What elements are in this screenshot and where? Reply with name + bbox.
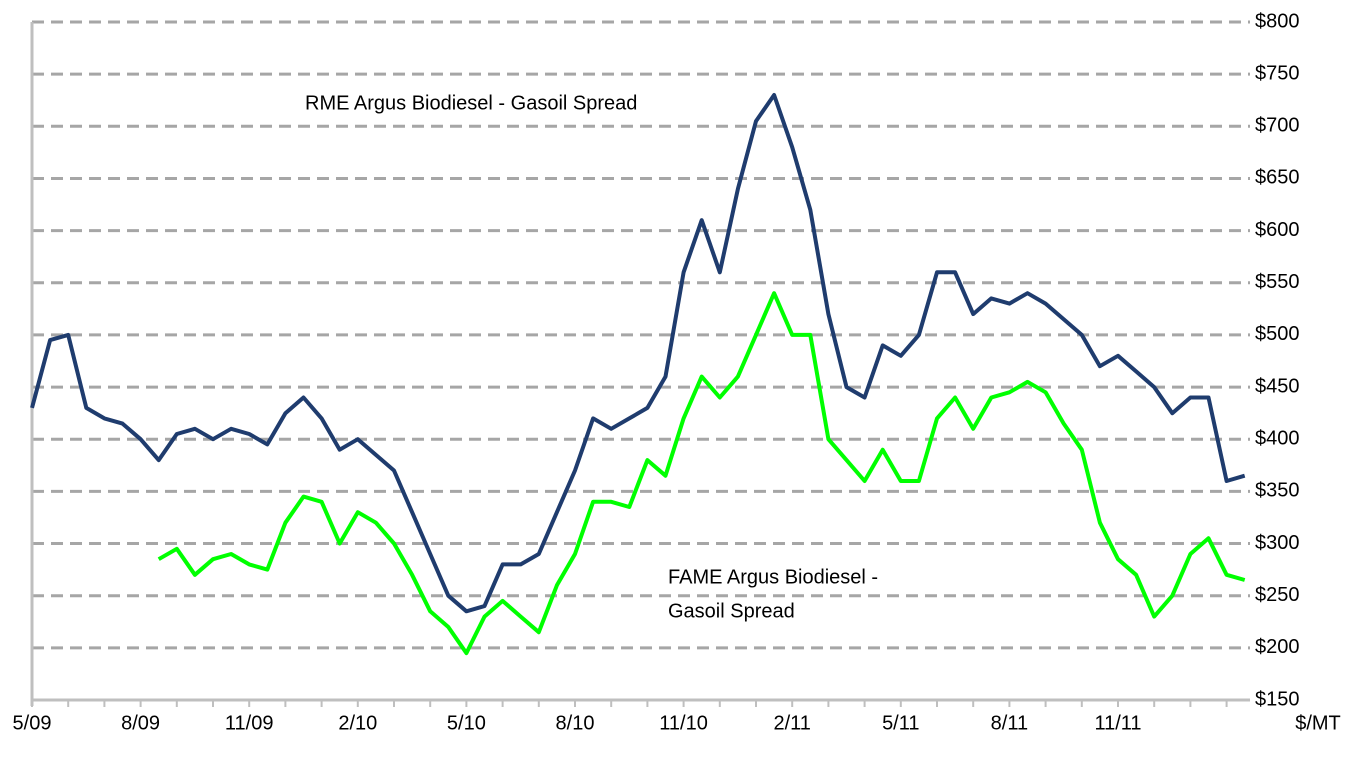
annotation: Gasoil Spread (668, 600, 795, 622)
x-tick-label: 11/09 (225, 712, 274, 734)
y-tick-label: $200 (1255, 636, 1300, 658)
x-tick-label: 8/10 (556, 712, 595, 734)
y-tick-label: $500 (1255, 323, 1300, 345)
x-tick-label: 11/10 (659, 712, 708, 734)
y-tick-label: $800 (1255, 10, 1300, 32)
y-tick-label: $700 (1255, 115, 1300, 137)
annotation: RME Argus Biodiesel - Gasoil Spread (305, 92, 637, 114)
annotation: FAME Argus Biodiesel - (668, 566, 878, 588)
x-tick-label: 5/09 (13, 712, 52, 734)
x-tick-label: 2/11 (773, 712, 810, 734)
series-line (157, 291, 1246, 656)
y-tick-label: $550 (1255, 271, 1300, 293)
y-tick-label: $350 (1255, 480, 1300, 502)
y-unit-label: $/MT (1295, 712, 1341, 734)
y-tick-label: $150 (1255, 688, 1300, 710)
x-tick-label: 5/10 (447, 712, 486, 734)
x-tick-label: 8/11 (991, 712, 1028, 734)
y-tick-label: $300 (1255, 532, 1300, 554)
y-tick-label: $650 (1255, 167, 1300, 189)
x-tick-label: 8/09 (121, 712, 160, 734)
x-tick-label: 2/10 (338, 712, 377, 734)
x-tick-label: 11/11 (1094, 712, 1141, 734)
y-tick-label: $400 (1255, 428, 1300, 450)
y-tick-label: $250 (1255, 584, 1300, 606)
y-tick-label: $600 (1255, 219, 1300, 241)
y-tick-label: $750 (1255, 62, 1300, 84)
y-tick-label: $450 (1255, 375, 1300, 397)
x-tick-label: 5/11 (882, 712, 919, 734)
series-line (30, 93, 1246, 614)
